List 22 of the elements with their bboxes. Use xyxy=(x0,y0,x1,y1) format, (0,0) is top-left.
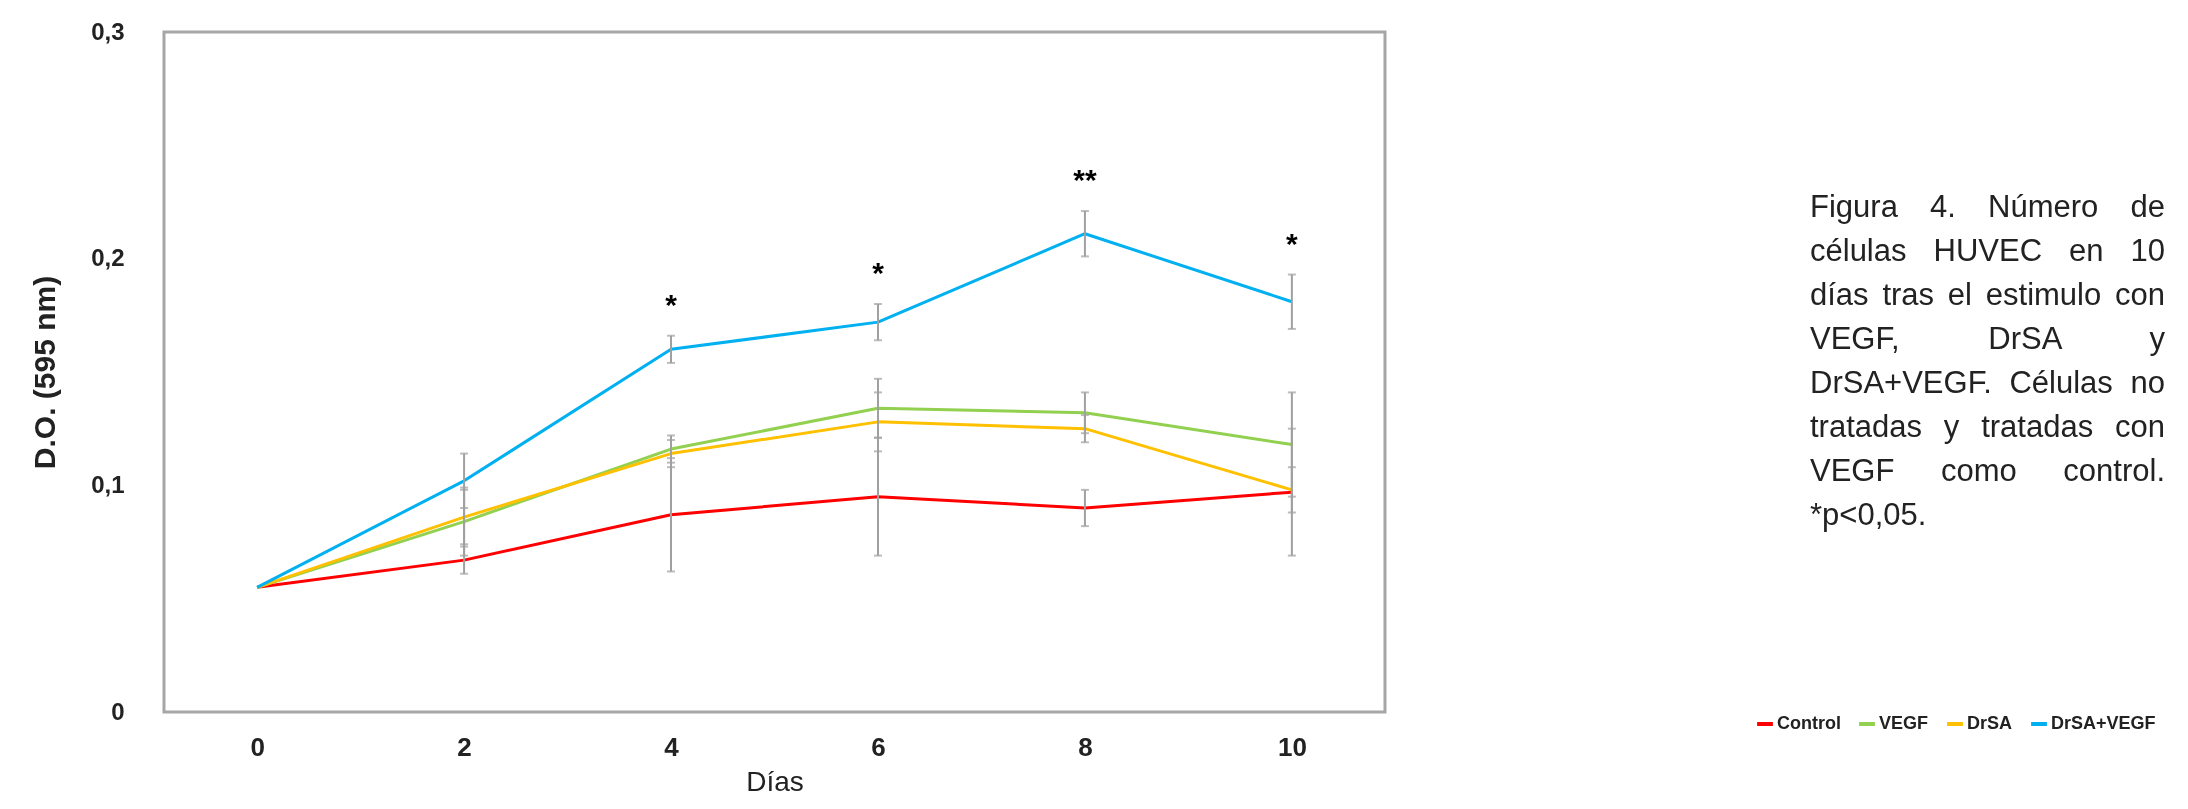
x-tick-label: 2 xyxy=(457,731,472,762)
legend-label: DrSA xyxy=(1967,713,2013,733)
legend-label: Control xyxy=(1777,713,1841,733)
data-label: * xyxy=(1286,226,1299,260)
x-tick-label: 4 xyxy=(664,731,680,762)
data-label: * xyxy=(665,287,678,321)
y-tick-label: 0 xyxy=(111,697,125,725)
y-tick-label: 0,3 xyxy=(91,17,125,45)
y-tick-label: 0,1 xyxy=(91,470,125,498)
data-label: * xyxy=(872,256,885,289)
data-label: ** xyxy=(1073,163,1097,197)
x-tick-label: 0 xyxy=(250,731,265,762)
y-tick-label: 0,2 xyxy=(91,244,125,272)
line-series xyxy=(255,490,1294,589)
y-axis-title: D.O. (595 nm) xyxy=(28,275,62,470)
x-tick-label: 8 xyxy=(1078,731,1093,762)
legend-label: VEGF xyxy=(1879,713,1929,733)
x-tick-label: 10 xyxy=(1277,731,1307,762)
legend-label: DrSA+VEGF xyxy=(2051,713,2156,733)
x-tick-label: 6 xyxy=(871,731,886,762)
x-axis-title: Días xyxy=(746,765,804,797)
text: Figura 4. Número de células HUVEC en 10 días tras el estimulo con VEGF, DrSA y DrSA+VEGF. Células no tratadas y tratadas con VEGF como control. *p<0,05. xyxy=(1810,188,2165,534)
